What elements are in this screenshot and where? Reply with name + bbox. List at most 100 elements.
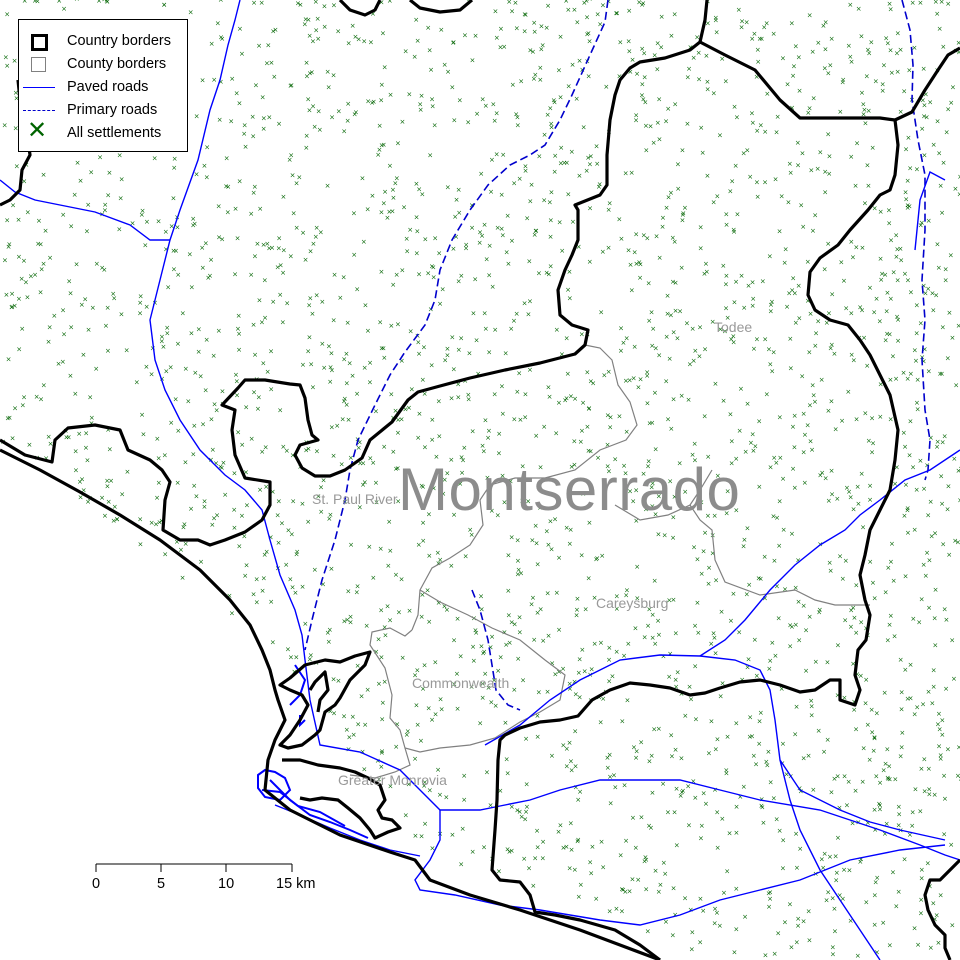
settlement-marker: × (41, 260, 47, 268)
county-borders (349, 344, 870, 779)
settlement-marker: × (579, 427, 585, 435)
settlement-marker: × (933, 292, 939, 300)
settlement-marker: × (569, 846, 575, 854)
settlement-marker: × (194, 492, 200, 500)
settlement-marker: × (403, 48, 409, 56)
settlement-marker: × (893, 231, 899, 239)
settlement-marker: × (331, 676, 337, 684)
settlement-marker: × (556, 668, 562, 676)
settlement-marker: × (895, 316, 901, 324)
settlement-marker: × (864, 362, 870, 370)
settlement-marker: × (519, 813, 525, 821)
settlement-marker: × (780, 55, 786, 63)
settlement-marker: × (527, 366, 533, 374)
settlement-marker: × (713, 17, 719, 25)
settlement-marker: × (574, 19, 580, 27)
settlement-marker: × (867, 558, 873, 566)
settlement-marker: × (556, 626, 562, 634)
settlement-marker: × (704, 52, 710, 60)
settlement-marker: × (859, 89, 865, 97)
settlement-marker: × (789, 623, 795, 631)
settlement-marker: × (259, 448, 265, 456)
settlement-marker: × (823, 46, 829, 54)
settlement-marker: × (422, 820, 428, 828)
settlement-marker: × (862, 200, 868, 208)
settlement-marker: × (629, 287, 635, 295)
settlement-marker: × (561, 159, 567, 167)
settlement-marker: × (229, 75, 235, 83)
settlement-marker: × (853, 182, 859, 190)
settlement-marker: × (896, 888, 902, 896)
settlement-marker: × (759, 803, 765, 811)
settlement-marker: × (219, 35, 225, 43)
settlement-marker: × (304, 132, 310, 140)
settlement-marker: × (858, 619, 864, 627)
settlement-marker: × (915, 376, 921, 384)
settlement-marker: × (229, 609, 235, 617)
settlement-marker: × (720, 262, 726, 270)
settlement-marker: × (509, 534, 515, 542)
settlement-marker: × (905, 507, 911, 515)
settlement-marker: × (623, 837, 629, 845)
settlement-marker: × (750, 302, 756, 310)
settlement-marker: × (939, 0, 945, 6)
settlement-marker: × (833, 426, 839, 434)
settlement-marker: × (771, 454, 777, 462)
settlement-marker: × (425, 270, 431, 278)
settlement-marker: × (163, 246, 169, 254)
settlement-marker: × (618, 347, 624, 355)
settlement-marker: × (767, 361, 773, 369)
settlement-marker: × (712, 634, 718, 642)
settlement-marker: × (438, 696, 444, 704)
settlement-marker: × (791, 63, 797, 71)
settlement-marker: × (425, 587, 431, 595)
settlement-marker: × (827, 559, 833, 567)
settlement-marker: × (698, 244, 704, 252)
settlement-marker: × (737, 427, 743, 435)
settlement-marker: × (420, 519, 426, 527)
settlement-marker: × (429, 361, 435, 369)
settlement-marker: × (905, 695, 911, 703)
settlement-marker: × (308, 361, 314, 369)
southeast-fragment (923, 858, 960, 960)
settlement-marker: × (745, 663, 751, 671)
settlement-marker: × (788, 365, 794, 373)
settlement-marker: × (503, 641, 509, 649)
settlement-marker: × (156, 218, 162, 226)
settlement-marker: × (287, 156, 293, 164)
settlement-marker: × (388, 322, 394, 330)
settlement-marker: × (700, 149, 706, 157)
settlement-marker: × (617, 73, 623, 81)
settlement-marker: × (524, 781, 530, 789)
settlement-marker: × (412, 53, 418, 61)
settlement-marker: × (514, 807, 520, 815)
settlement-marker: × (675, 160, 681, 168)
settlement-marker: × (794, 703, 800, 711)
settlement-marker: × (699, 570, 705, 578)
settlement-marker: × (154, 494, 160, 502)
settlement-marker: × (506, 0, 512, 6)
settlement-marker: × (183, 459, 189, 467)
settlement-marker: × (406, 780, 412, 788)
settlement-marker: × (685, 74, 691, 82)
settlement-marker: × (395, 498, 401, 506)
settlement-marker: × (191, 482, 197, 490)
settlement-marker: × (663, 918, 669, 926)
settlement-marker: × (558, 144, 564, 152)
settlement-marker: × (752, 30, 758, 38)
settlement-marker: × (574, 95, 580, 103)
settlement-marker: × (16, 295, 22, 303)
settlement-marker: × (388, 390, 394, 398)
settlement-marker: × (218, 78, 224, 86)
settlement-marker: × (499, 383, 505, 391)
settlement-marker: × (511, 686, 517, 694)
settlement-marker: × (378, 763, 384, 771)
settlement-marker: × (517, 808, 523, 816)
settlement-marker: × (268, 598, 274, 606)
settlement-marker: × (32, 271, 38, 279)
settlement-marker: × (907, 202, 913, 210)
settlement-marker: × (907, 164, 913, 172)
settlement-marker: × (269, 244, 275, 252)
settlement-marker: × (607, 751, 613, 759)
settlement-marker: × (619, 718, 625, 726)
